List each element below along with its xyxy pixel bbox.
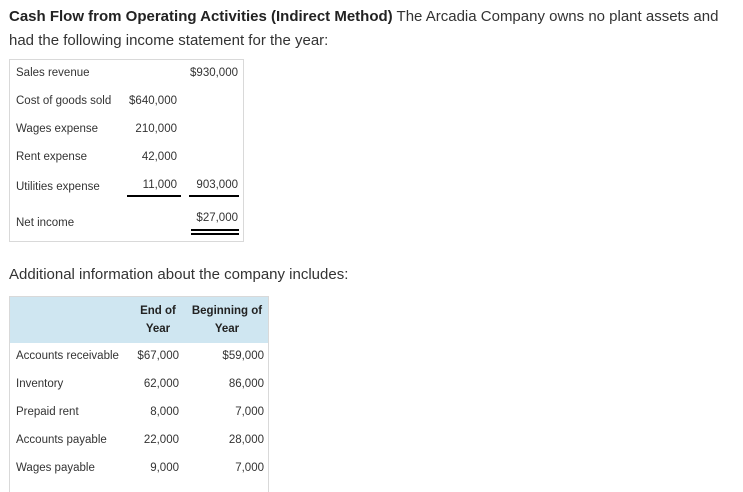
problem-text: The Arcadia Company owns no plant assets… [9, 8, 719, 49]
income-statement-table: Sales revenue $930,000 Cost of goods sol… [9, 59, 244, 242]
table-header: End of Year Beginning of Year [10, 297, 268, 343]
total-double-underline [191, 229, 239, 235]
income-row-label: Rent expense [16, 151, 87, 163]
balance-row-begin: 7,000 [235, 406, 264, 418]
problem-intro: Cash Flow from Operating Activities (Ind… [9, 5, 739, 53]
balance-row-end: 22,000 [143, 434, 179, 446]
header-end-of-year: End of Year [140, 305, 176, 335]
balance-row-end: 8,000 [150, 406, 179, 418]
balance-row-label: Accounts payable [16, 434, 107, 446]
balance-row-end: $67,000 [137, 350, 179, 362]
balance-row-end: 9,000 [150, 462, 179, 474]
balance-row-begin: 86,000 [228, 378, 264, 390]
income-row-label: Utilities expense [16, 181, 100, 193]
income-row-amount: $640,000 [129, 95, 177, 107]
balance-row-label: Inventory [16, 378, 64, 390]
balance-row-end: 62,000 [143, 378, 179, 390]
income-row-total: 903,000 [196, 179, 238, 191]
balance-changes-table: End of Year Beginning of Year Accounts r… [9, 296, 269, 492]
subtotal-underline [189, 195, 239, 197]
problem-title: Cash Flow from Operating Activities (Ind… [9, 8, 393, 25]
income-row-label: Wages expense [16, 123, 99, 135]
balance-row-label: Prepaid rent [16, 406, 79, 418]
income-row-label: Cost of goods sold [16, 95, 112, 107]
subtotal-underline [127, 195, 181, 197]
income-row-label: Sales revenue [16, 67, 90, 79]
balance-row-begin: $59,000 [222, 350, 264, 362]
income-row-amount: 210,000 [135, 123, 177, 135]
balance-row-label: Accounts receivable [16, 350, 119, 362]
income-row-label: Net income [16, 217, 75, 229]
income-row-total: $930,000 [190, 67, 238, 79]
header-beginning-of-year: Beginning of Year [191, 305, 263, 335]
balance-row-begin: 7,000 [235, 462, 264, 474]
balance-row-label: Wages payable [16, 462, 95, 474]
balance-row-begin: 28,000 [228, 434, 264, 446]
income-row-amount: 11,000 [142, 179, 177, 191]
income-row-total: $27,000 [196, 212, 238, 224]
income-row-amount: 42,000 [141, 151, 177, 163]
additional-info-text: Additional information about the company… [9, 266, 349, 283]
